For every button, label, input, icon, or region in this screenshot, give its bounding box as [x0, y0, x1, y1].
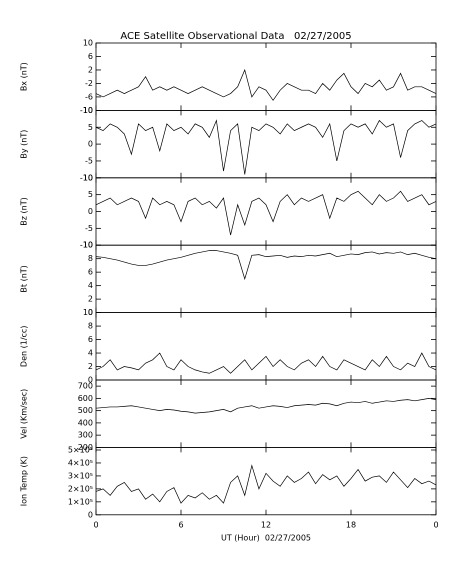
y-tick-label: 0 [88, 140, 93, 149]
data-line [95, 119, 437, 175]
y-tick-label: 4 [88, 281, 93, 290]
y-tick-label: 8 [88, 322, 93, 331]
y-tick-label: 10 [83, 241, 93, 250]
y-axis-label: Den (1/cc) [20, 326, 29, 368]
y-axis-label: Ion Temp (K) [20, 456, 29, 506]
y-tick-label: 200 [78, 443, 93, 452]
chart-title: ACE Satellite Observational Data 02/27/2… [120, 31, 351, 42]
y-tick-label: -5 [85, 224, 93, 233]
y-axis-label: Bx (nT) [20, 62, 29, 91]
data-line [95, 398, 437, 414]
y-tick-label: 0 [88, 510, 93, 519]
y-tick-label: 1×10⁵ [68, 497, 93, 506]
data-line [95, 352, 437, 374]
y-tick-label: 0 [88, 207, 93, 216]
panel-frame [95, 110, 437, 179]
y-axis-label: Vel (Km/sec) [20, 389, 29, 439]
y-tick-label: 2 [88, 65, 93, 74]
y-tick-label: 0 [88, 308, 93, 317]
y-tick-label: 10 [83, 106, 93, 115]
y-tick-label: 10 [83, 308, 93, 317]
panel-frame [95, 42, 437, 111]
y-tick-label: 600 [78, 394, 93, 403]
y-tick-label: 6 [88, 268, 93, 277]
y-tick-label: 0 [88, 376, 93, 385]
x-tick-label: 6 [178, 520, 183, 529]
y-tick-label: 300 [78, 431, 93, 440]
y-tick-label: 2 [88, 362, 93, 371]
data-line [95, 464, 437, 504]
x-tick-label: 18 [346, 520, 356, 529]
data-line [95, 250, 437, 281]
y-tick-label: -6 [85, 92, 93, 101]
y-tick-label: 6 [88, 335, 93, 344]
y-tick-label: 400 [78, 418, 93, 427]
panel-frame [95, 244, 437, 313]
y-tick-label: 4×10⁵ [68, 458, 93, 467]
y-tick-label: 2×10⁵ [68, 484, 93, 493]
panel-frame [95, 312, 437, 381]
y-axis-label: Bt (nT) [20, 265, 29, 292]
y-axis-label: By (nT) [20, 130, 29, 159]
panel-frame [95, 177, 437, 246]
y-tick-label: 700 [78, 382, 93, 391]
y-tick-label: 8 [88, 254, 93, 263]
data-line [95, 68, 437, 101]
panel-frame [95, 379, 437, 448]
y-tick-label: 5 [88, 123, 93, 132]
x-tick-label: 0 [93, 520, 98, 529]
y-axis-label: Bz (nT) [20, 197, 29, 225]
y-tick-label: -10 [80, 241, 93, 250]
y-tick-label: 4 [88, 349, 93, 358]
y-tick-label: 6 [88, 52, 93, 61]
y-tick-label: -10 [80, 173, 93, 182]
y-tick-label: 5×10⁵ [68, 445, 93, 454]
y-tick-label: 10 [83, 39, 93, 48]
y-tick-label: 2 [88, 295, 93, 304]
x-axis-label: UT (Hour) 02/27/2005 [221, 534, 311, 543]
y-tick-label: 10 [83, 173, 93, 182]
x-tick-label: 0 [433, 520, 438, 529]
data-line [95, 190, 437, 236]
y-tick-label: 3×10⁵ [68, 471, 93, 480]
x-tick-label: 12 [261, 520, 271, 529]
y-tick-label: -5 [85, 156, 93, 165]
y-tick-label: -10 [80, 106, 93, 115]
y-tick-label: 5 [88, 190, 93, 199]
y-tick-label: 500 [78, 406, 93, 415]
y-tick-label: -2 [85, 79, 93, 88]
